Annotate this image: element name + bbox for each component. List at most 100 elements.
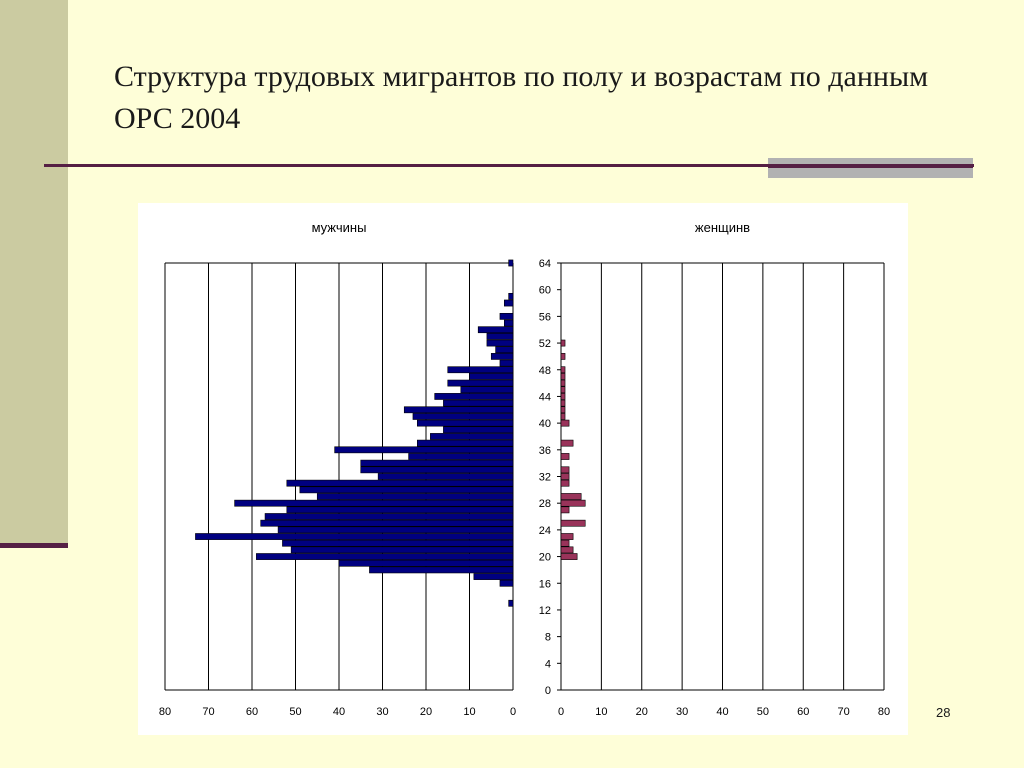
women-chart-title: женщинв [695, 220, 750, 235]
men-bar [473, 573, 514, 580]
women-bar [560, 373, 566, 380]
men-bar [503, 299, 514, 307]
women-bar [560, 339, 566, 347]
men-bar [360, 466, 514, 474]
men-bar [443, 426, 514, 434]
women-bar [560, 366, 566, 374]
women-bar [560, 493, 582, 500]
women-x-tick-label: 50 [757, 706, 769, 718]
women-bar [560, 439, 574, 447]
men-chart: 80 70 60 50 40 30 20 10 0 мужчины [159, 220, 516, 718]
women-bar [560, 393, 566, 400]
women-y-tick-label: 40 [539, 418, 551, 430]
men-bar [469, 373, 514, 380]
women-bar [560, 379, 566, 387]
men-bar [338, 559, 514, 567]
side-accent-bar [0, 0, 68, 545]
chart-panel: 80 70 60 50 40 30 20 10 0 мужчины 0 10 20 30 40 50 60 70… [138, 203, 908, 735]
women-y-tick-label: 64 [539, 258, 551, 270]
women-y-tick-label: 56 [539, 311, 551, 323]
men-bar [299, 486, 514, 494]
men-bar [499, 579, 514, 587]
men-bar [447, 379, 514, 387]
men-bar [286, 506, 514, 514]
women-y-tick-label: 36 [539, 445, 551, 457]
women-bar [560, 399, 566, 407]
women-bar [560, 506, 570, 514]
men-x-tick-label: 40 [333, 706, 345, 718]
women-bar [560, 499, 586, 507]
women-x-tick-label: 40 [716, 706, 728, 718]
women-bar [560, 406, 566, 414]
women-bar [560, 553, 578, 560]
women-y-tick-label: 44 [539, 391, 551, 403]
men-bar [477, 326, 514, 334]
women-y-tick-label: 8 [545, 632, 551, 644]
men-bar [412, 413, 514, 420]
women-x-tick-label: 30 [676, 706, 688, 718]
women-bar [560, 386, 566, 394]
women-y-tick-label: 12 [539, 605, 551, 617]
men-bar [334, 446, 514, 454]
men-bar [403, 406, 514, 414]
men-bar [503, 319, 514, 327]
women-bar [560, 533, 574, 540]
men-x-tick-label: 50 [289, 706, 301, 718]
women-x-tick-label: 0 [558, 706, 564, 718]
men-bar [447, 366, 514, 374]
women-y-tick-label: 24 [539, 525, 551, 537]
side-accent-line [0, 543, 68, 548]
men-x-tick-label: 10 [463, 706, 475, 718]
women-x-tick-label: 10 [595, 706, 607, 718]
men-x-tick-label: 30 [376, 706, 388, 718]
women-y-tick-label: 32 [539, 472, 551, 484]
women-y-tick-label: 28 [539, 498, 551, 510]
men-bar [256, 553, 514, 560]
men-bar [434, 393, 514, 400]
women-bar [560, 539, 570, 547]
men-x-tick-label: 70 [202, 706, 214, 718]
men-bar [277, 526, 514, 534]
men-bar [369, 566, 514, 574]
men-bar [416, 439, 514, 447]
women-y-tick-label: 0 [545, 685, 551, 697]
men-bar [508, 292, 514, 300]
women-chart: 0 10 20 30 40 50 60 70 8064605652484440363228242… [539, 220, 890, 718]
men-bar [443, 399, 514, 407]
men-x-tick-label: 0 [510, 706, 516, 718]
divider-accent-line [768, 164, 973, 168]
men-x-tick-label: 20 [420, 706, 432, 718]
women-bar [560, 413, 566, 420]
men-bar [282, 539, 514, 547]
men-bar [260, 519, 514, 527]
women-y-tick-label: 4 [545, 658, 551, 670]
women-bar [560, 453, 570, 460]
women-x-tick-label: 20 [636, 706, 648, 718]
women-x-tick-label: 60 [797, 706, 809, 718]
divider-accent-block [768, 158, 973, 178]
men-bar [316, 493, 514, 500]
women-bar [560, 479, 570, 487]
men-bar [377, 473, 514, 480]
slide-title: Структура трудовых мигрантов по полу и в… [114, 60, 929, 135]
women-bar [560, 546, 574, 554]
men-bar [495, 346, 514, 354]
title-divider [44, 164, 974, 167]
women-bar [560, 473, 570, 480]
men-bar [286, 479, 514, 487]
women-y-tick-label: 52 [539, 338, 551, 350]
page-number: 28 [936, 705, 951, 720]
men-bar [360, 459, 514, 467]
women-y-tick-label: 16 [539, 578, 551, 590]
men-bar [508, 259, 514, 267]
women-bar [560, 419, 570, 427]
women-x-tick-label: 80 [878, 706, 890, 718]
women-x-tick-label: 70 [838, 706, 850, 718]
men-x-tick-label: 60 [246, 706, 258, 718]
men-chart-title: мужчины [312, 220, 367, 235]
men-bar [486, 333, 514, 340]
men-bar [499, 313, 514, 320]
men-bar [408, 453, 514, 460]
men-bar [195, 533, 514, 540]
